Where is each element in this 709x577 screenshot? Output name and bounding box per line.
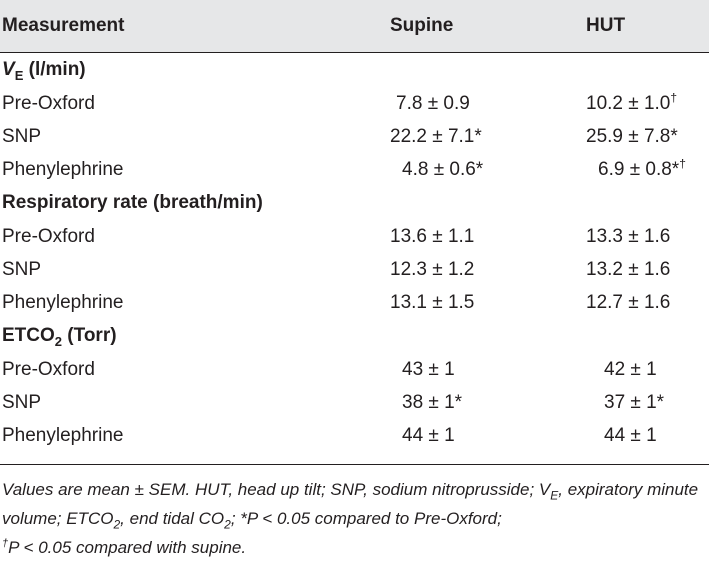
cell-supine: 38 ± 1* — [402, 391, 463, 413]
cell-supine: 44 ± 1 — [390, 419, 586, 465]
cell-hut: 6.9 ± 0.8*† — [586, 153, 709, 186]
header-measurement: Measurement — [0, 0, 390, 53]
measurement-table: Measurement Supine HUT VE (l/min) Pre-Ox… — [0, 0, 709, 465]
table-row: Pre-Oxford 7.8 ± 0.9 10.2 ± 1.0† — [0, 87, 709, 120]
footnote-dagger: † — [2, 537, 9, 550]
table-row: SNP 12.3 ± 1.2 13.2 ± 1.6 — [0, 253, 709, 286]
cell-hut-value: 10.2 ± 1.0 — [586, 92, 671, 114]
footnote-part4: ; *P < 0.05 compared to Pre-Oxford; — [230, 509, 502, 528]
table-row: Phenylephrine 4.8 ± 0.6* 6.9 ± 0.8*† — [0, 153, 709, 186]
header-hut: HUT — [586, 0, 709, 53]
cell-hut: 25.9 ± 7.8* — [586, 120, 709, 153]
section-title: VE (l/min) — [0, 53, 709, 88]
footnote-sub-e: E — [550, 488, 559, 503]
section-title-main: V — [2, 59, 15, 80]
row-label: Phenylephrine — [2, 291, 124, 313]
section-title-rest: (Torr) — [62, 325, 117, 346]
footnote-sub-2b: 2 — [224, 517, 231, 532]
cell-hut: 10.2 ± 1.0† — [586, 87, 709, 120]
table-row: Pre-Oxford 13.6 ± 1.1 13.3 ± 1.6 — [0, 220, 709, 253]
section-row: Respiratory rate (breath/min) — [0, 186, 709, 220]
section-row: ETCO2 (Torr) — [0, 319, 709, 353]
section-title-sub: 2 — [54, 333, 63, 349]
row-label: Pre-Oxford — [2, 358, 95, 380]
row-label: Phenylephrine — [0, 419, 390, 465]
cell-supine-value: 4.8 ± 0.6* — [402, 158, 484, 180]
section-title-main: ETCO — [2, 325, 55, 346]
section-title-sub: E — [14, 67, 24, 83]
header-supine: Supine — [390, 0, 586, 53]
table-header: Measurement Supine HUT — [0, 0, 709, 53]
footnote-part3: , end tidal CO — [120, 509, 225, 528]
cell-hut: 42 ± 1 — [604, 358, 657, 380]
table-row: Pre-Oxford 43 ± 1 42 ± 1 — [0, 353, 709, 386]
table-row: Phenylephrine 44 ± 1 44 ± 1 — [0, 419, 709, 465]
cell-hut-value: 25.9 ± 7.8* — [586, 125, 678, 147]
footnote-part5: P < 0.05 compared with supine. — [8, 538, 247, 557]
table-row: Phenylephrine 13.1 ± 1.5 12.7 ± 1.6 — [0, 286, 709, 319]
cell-supine-value: 22.2 ± 7.1* — [390, 125, 482, 147]
row-label: SNP — [2, 125, 42, 147]
cell-hut: 13.2 ± 1.6 — [586, 258, 671, 280]
section-title-rest: (l/min) — [23, 59, 86, 80]
cell-supine: 13.6 ± 1.1 — [390, 225, 475, 247]
cell-hut: 44 ± 1 — [586, 419, 709, 465]
row-label: Phenylephrine — [2, 158, 124, 180]
section-title: Respiratory rate (breath/min) — [0, 186, 709, 220]
row-label: Pre-Oxford — [2, 225, 95, 247]
footnote-part1: Values are mean ± SEM. HUT, head up tilt… — [2, 480, 551, 499]
table-footnote: Values are mean ± SEM. HUT, head up tilt… — [0, 465, 709, 562]
cell-supine: 4.8 ± 0.6* — [390, 153, 586, 186]
cell-supine: 7.8 ± 0.9 — [390, 87, 586, 120]
row-label: Pre-Oxford — [2, 92, 95, 114]
cell-supine: 12.3 ± 1.2 — [390, 258, 475, 280]
table-row: SNP 22.2 ± 7.1* 25.9 ± 7.8* — [0, 120, 709, 153]
footnote-part2: , expiratory minute volume; ETCO — [2, 480, 699, 528]
section-title-main: Respiratory rate (breath/min) — [2, 192, 263, 213]
row-label: SNP — [2, 258, 42, 280]
table-body: VE (l/min) Pre-Oxford 7.8 ± 0.9 10.2 ± 1… — [0, 53, 709, 465]
data-table-container: Measurement Supine HUT VE (l/min) Pre-Ox… — [0, 0, 709, 562]
cell-hut-mark: † — [670, 90, 678, 105]
cell-supine: 43 ± 1 — [402, 358, 455, 380]
section-title: ETCO2 (Torr) — [0, 319, 709, 353]
header-row: Measurement Supine HUT — [0, 0, 709, 53]
row-label: SNP — [2, 391, 42, 413]
cell-supine: 22.2 ± 7.1* — [390, 120, 586, 153]
cell-supine: 13.1 ± 1.5 — [390, 291, 475, 313]
cell-hut-mark: † — [679, 156, 686, 171]
cell-hut: 12.7 ± 1.6 — [586, 291, 671, 313]
footnote-sub-2a: 2 — [113, 517, 121, 532]
table-row: SNP 38 ± 1* 37 ± 1* — [0, 386, 709, 419]
cell-hut: 13.3 ± 1.6 — [586, 225, 671, 247]
cell-supine-value: 7.8 ± 0.9 — [396, 92, 470, 114]
section-row: VE (l/min) — [0, 53, 709, 88]
cell-hut: 37 ± 1* — [604, 391, 665, 413]
cell-hut-value: 6.9 ± 0.8* — [598, 158, 680, 180]
